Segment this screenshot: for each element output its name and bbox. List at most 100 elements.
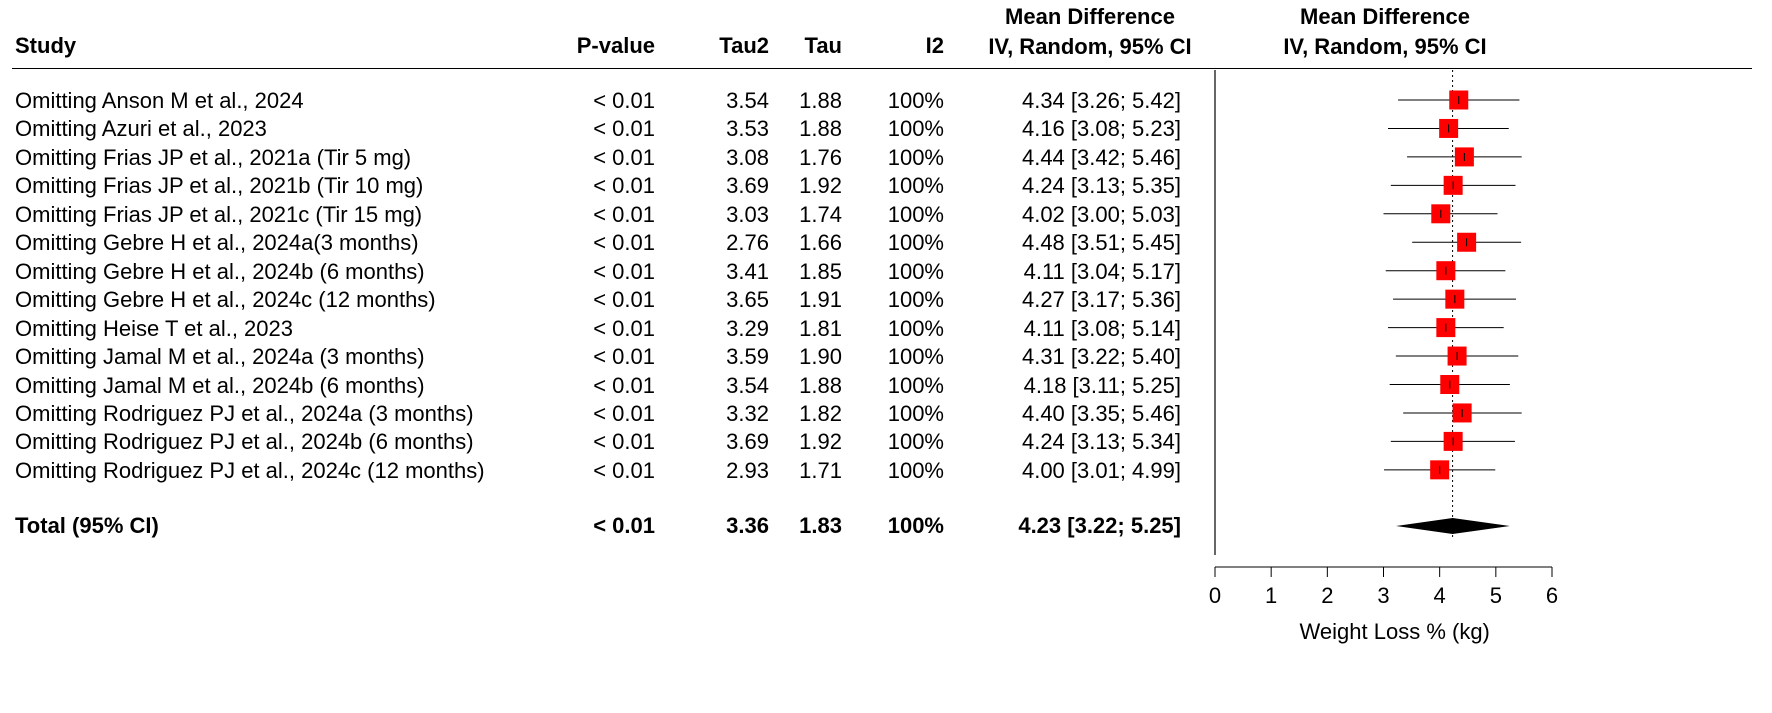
i2-cell: 100%: [887, 457, 944, 483]
pvalue-cell: < 0.01: [593, 144, 655, 170]
tau-cell: 1.88: [799, 116, 842, 142]
tau2-cell: 3.03: [726, 201, 769, 227]
tau2-cell: 3.65: [726, 287, 769, 313]
pvalue-cell: < 0.01: [593, 173, 655, 199]
table-row: Omitting Rodriguez PJ et al., 2024c (12 …: [0, 455, 1360, 487]
study-cell: Omitting Rodriguez PJ et al., 2024b (6 m…: [15, 429, 474, 455]
pvalue-cell: < 0.01: [593, 116, 655, 142]
i2-cell: 100%: [887, 230, 944, 256]
tau2-cell: 3.59: [726, 344, 769, 370]
table-row: Omitting Anson M et al., 2024 < 0.01 3.54 1…: [0, 85, 1360, 117]
i2-cell: 100%: [887, 315, 944, 341]
study-cell: Omitting Jamal M et al., 2024b (6 months…: [15, 372, 425, 398]
study-cell: Omitting Heise T et al., 2023: [15, 315, 293, 341]
tau-cell: 1.81: [799, 315, 842, 341]
tau2-cell: 3.54: [726, 372, 769, 398]
header-study: Study: [15, 33, 77, 58]
mean-difference-cell: 4.40 [3.35; 5.46]: [1021, 400, 1181, 426]
study-cell: Omitting Anson M et al., 2024: [15, 88, 304, 113]
tau2-cell: 3.69: [726, 429, 769, 455]
tau-cell: 1.92: [799, 429, 842, 455]
mean-difference-cell: 4.24 [3.13; 5.35]: [1021, 173, 1181, 199]
tau-cell: 1.82: [799, 400, 842, 426]
tau-cell: 1.90: [799, 344, 842, 370]
pvalue-cell: < 0.01: [593, 429, 655, 455]
i2-cell: 100%: [887, 144, 944, 170]
tau2-cell: 3.53: [726, 116, 769, 142]
table-row: Omitting Azuri et al., 2023 < 0.01 3.53 1.8…: [0, 113, 1360, 145]
mean-difference-cell: 4.18 [3.11; 5.25]: [1023, 372, 1181, 398]
i2-cell: 100%: [887, 344, 944, 370]
mean-difference-cell: 4.27 [3.17; 5.36]: [1021, 287, 1181, 313]
i2-cell: 100%: [887, 116, 944, 142]
tau-cell: 1.74: [799, 201, 842, 227]
x-tick-label: 6: [1546, 583, 1558, 608]
pvalue-cell: < 0.01: [593, 258, 655, 284]
mean-difference-cell: 4.31 [3.22; 5.40]: [1021, 344, 1181, 370]
table-row: Omitting Gebre H et al., 2024b (6 months…: [0, 256, 1360, 288]
table-row: Omitting Jamal M et al., 2024b (6 months…: [0, 370, 1360, 402]
study-cell: Omitting Rodriguez PJ et al., 2024a (3 m…: [15, 400, 474, 426]
tau2-cell: 3.54: [726, 88, 769, 113]
mean-difference-cell: 4.48 [3.51; 5.45]: [1021, 230, 1181, 256]
pvalue-cell: < 0.01: [593, 372, 655, 398]
tau2-cell: 3.69: [726, 173, 769, 199]
table-row: Omitting Frias JP et al., 2021b (Tir 10 …: [0, 170, 1360, 202]
table-row: Omitting Gebre H et al., 2024c (12 month…: [0, 284, 1360, 316]
i2-cell: 100%: [887, 372, 944, 398]
mean-difference-cell: 4.11 [3.08; 5.14]: [1023, 315, 1181, 341]
pvalue-cell: < 0.01: [593, 201, 655, 227]
i2-cell: 100%: [887, 201, 944, 227]
mean-difference-cell: 4.24 [3.13; 5.34]: [1021, 429, 1181, 455]
table-row: Omitting Frias JP et al., 2021c (Tir 15 …: [0, 199, 1360, 231]
pvalue-cell: < 0.01: [593, 457, 655, 483]
mean-difference-cell: 4.44 [3.42; 5.46]: [1021, 144, 1181, 170]
summary-diamond: [1395, 518, 1510, 534]
study-cell: Omitting Gebre H et al., 2024b (6 months…: [15, 258, 425, 284]
tau-cell: 1.88: [799, 372, 842, 398]
tau2-cell: 3.36: [726, 513, 769, 538]
mean-difference-cell: 4.00 [3.01; 4.99]: [1021, 457, 1181, 483]
tau-cell: 1.76: [799, 144, 842, 170]
pvalue-cell: < 0.01: [593, 88, 655, 113]
header-plot-line1: Mean Difference: [1300, 4, 1470, 29]
pvalue-cell: < 0.01: [593, 400, 655, 426]
x-tick-label: 1: [1265, 583, 1277, 608]
i2-cell: 100%: [887, 287, 944, 313]
mean-difference-cell: 4.23 [3.22; 5.25]: [1018, 513, 1181, 538]
tau2-cell: 3.29: [726, 315, 769, 341]
tau-cell: 1.88: [799, 88, 842, 113]
tau2-cell: 3.32: [726, 400, 769, 426]
header-md-line2: IV, Random, 95% CI: [988, 34, 1192, 59]
header-md-line1: Mean Difference: [1005, 4, 1175, 29]
tau2-cell: 3.08: [726, 144, 769, 170]
i2-cell: 100%: [887, 258, 944, 284]
study-cell: Omitting Gebre H et al., 2024a(3 months): [15, 230, 419, 256]
i2-cell: 100%: [887, 400, 944, 426]
tau-cell: 1.91: [799, 287, 842, 313]
i2-cell: 100%: [887, 88, 944, 113]
tau2-cell: 2.93: [726, 457, 769, 483]
table-row: Omitting Rodriguez PJ et al., 2024b (6 m…: [0, 426, 1360, 458]
table-row: Omitting Gebre H et al., 2024a(3 months)…: [0, 227, 1360, 259]
header-plot-line2: IV, Random, 95% CI: [1283, 34, 1487, 59]
pvalue-cell: < 0.01: [593, 315, 655, 341]
header-divider: [12, 68, 1752, 69]
tau-cell: 1.66: [799, 230, 842, 256]
tau-cell: 1.83: [799, 513, 842, 538]
x-tick-label: 5: [1490, 583, 1502, 608]
table-row: Omitting Jamal M et al., 2024a (3 months…: [0, 341, 1360, 373]
tau2-cell: 3.41: [726, 258, 769, 284]
x-tick-label: 3: [1377, 583, 1389, 608]
pvalue-cell: < 0.01: [593, 287, 655, 313]
x-tick-label: 2: [1321, 583, 1333, 608]
study-cell: Total (95% CI): [15, 513, 159, 538]
x-tick-label: 4: [1434, 583, 1446, 608]
tau-cell: 1.71: [799, 457, 842, 483]
study-cell: Omitting Frias JP et al., 2021c (Tir 15 …: [15, 201, 423, 227]
mean-difference-cell: 4.16 [3.08; 5.23]: [1021, 116, 1181, 142]
header-md: Mean Difference IV, Random, 95% CI: [980, 2, 1200, 62]
study-cell: Omitting Frias JP et al., 2021b (Tir 10 …: [15, 173, 424, 199]
header-plot: Mean Difference IV, Random, 95% CI: [1270, 2, 1500, 62]
